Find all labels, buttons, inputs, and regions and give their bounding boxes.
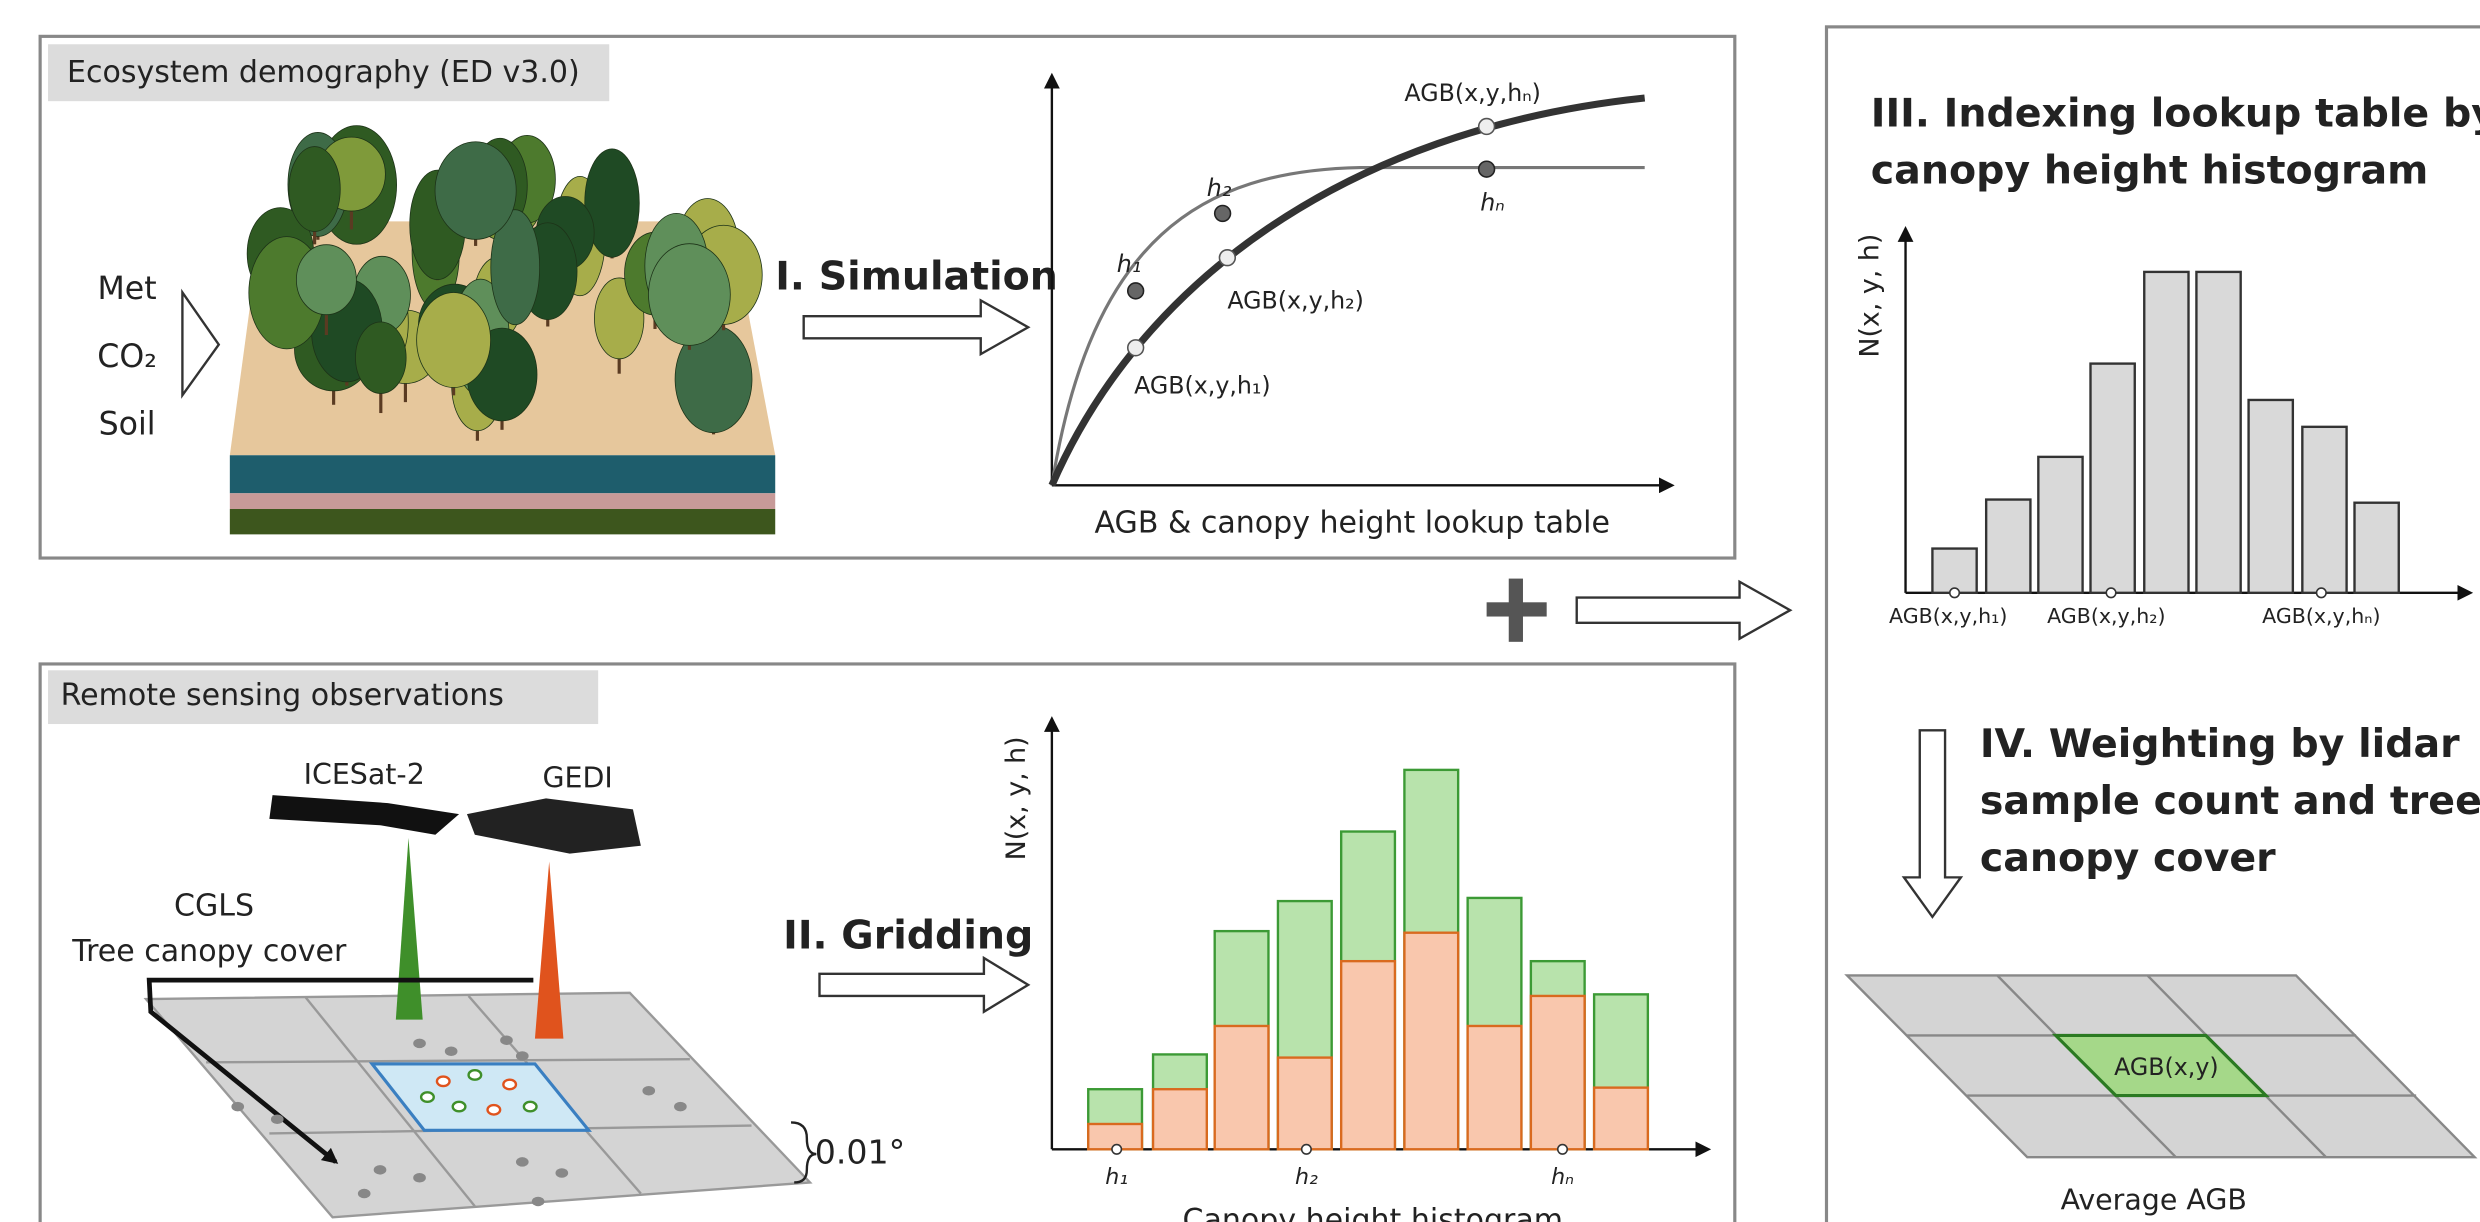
tree-crown <box>648 244 730 346</box>
sample-dot <box>674 1102 687 1111</box>
bar <box>2090 364 2134 593</box>
tick-dot <box>2317 588 2326 597</box>
tick-label: AGB(x,y,h₁) <box>1889 604 2007 628</box>
axis-label: N(x, y, h) <box>1855 234 1886 358</box>
panel-label: Remote sensing observations <box>61 678 504 713</box>
bar <box>2038 457 2082 593</box>
sample-dot <box>421 1092 434 1101</box>
tick-label: h₂ <box>1295 1164 1318 1190</box>
tick-dot <box>1558 1145 1567 1154</box>
caption: Average AGB <box>2061 1183 2247 1216</box>
bar-part <box>1404 933 1458 1150</box>
soil-layer <box>230 455 775 493</box>
bar <box>2355 503 2399 593</box>
step-label: II. Gridding <box>783 913 1033 959</box>
sample-dot <box>413 1173 426 1182</box>
curve-label: h₁ <box>1117 250 1142 278</box>
resolution-label: 0.01° <box>815 1133 906 1172</box>
curve-label: AGB(x,y,h₂) <box>1227 286 1364 314</box>
sample-dot <box>231 1102 244 1111</box>
caption: AGB & canopy height lookup table <box>1095 506 1610 541</box>
bar-part <box>1153 1089 1207 1149</box>
bar-part <box>1594 1088 1648 1150</box>
curve-point <box>1215 206 1231 222</box>
sample-dot <box>358 1189 371 1198</box>
tree-crown <box>417 293 491 388</box>
tick-dot <box>2106 588 2115 597</box>
source-label: CGLS <box>174 888 254 923</box>
caption: Canopy height histogram <box>1183 1203 1563 1222</box>
curve-label: AGB(x,y,hₙ) <box>1404 79 1541 107</box>
sample-dot <box>642 1086 655 1095</box>
soil-layer <box>230 493 775 509</box>
bar <box>2144 272 2188 593</box>
sample-dot <box>500 1035 513 1044</box>
sample-dot <box>516 1157 529 1166</box>
step-title: canopy cover <box>1980 835 2276 881</box>
bar <box>2249 400 2293 593</box>
tree-crown <box>435 142 516 240</box>
bar <box>1932 549 1976 593</box>
tick-dot <box>1950 588 1959 597</box>
cell-label: AGB(x,y) <box>2114 1053 2219 1081</box>
step-title: canopy height histogram <box>1871 147 2429 193</box>
tick-label: h₁ <box>1105 1164 1128 1190</box>
input-label: Soil <box>99 407 156 443</box>
sample-dot <box>453 1102 466 1111</box>
tree-crown <box>289 147 340 232</box>
sample-dot <box>374 1165 387 1174</box>
panel-label: Ecosystem demography (ED v3.0) <box>67 55 580 90</box>
curve-point <box>1479 119 1495 135</box>
step-label: I. Simulation <box>775 253 1058 299</box>
figure: Ecosystem demography (ED v3.0) Met CO₂ S… <box>0 0 2480 1222</box>
sample-dot <box>469 1070 482 1079</box>
curve-point <box>1479 161 1495 177</box>
bar-part <box>1468 1026 1522 1149</box>
tick-label: AGB(x,y,h₂) <box>2047 604 2165 628</box>
source-label: Tree canopy cover <box>71 934 347 969</box>
axis-label: N(x, y, h) <box>1001 736 1032 860</box>
curve-point <box>1219 250 1235 266</box>
bar-part <box>1531 996 1585 1149</box>
bar <box>2302 427 2346 593</box>
step-title: sample count and tree <box>1980 778 2480 824</box>
step-title: IV. Weighting by lidar <box>1980 721 2460 767</box>
bar-part <box>1278 1058 1332 1150</box>
sample-dot <box>524 1102 537 1111</box>
input-label: Met <box>98 271 157 307</box>
plus-sign <box>1509 579 1523 642</box>
soil-layer <box>230 509 775 534</box>
bar-part <box>1341 961 1395 1149</box>
bar-part <box>1215 1026 1269 1149</box>
curve-point <box>1128 283 1144 299</box>
bar <box>2196 272 2240 593</box>
step-title: III. Indexing lookup table by <box>1871 90 2480 136</box>
tick-dot <box>1112 1145 1121 1154</box>
sample-dot <box>516 1051 529 1060</box>
tree-crown <box>355 322 406 393</box>
sample-dot <box>503 1080 516 1089</box>
input-label: CO₂ <box>97 339 157 375</box>
bar <box>1986 500 2030 593</box>
curve-label: AGB(x,y,h₁) <box>1134 372 1271 400</box>
sample-dot <box>555 1168 568 1177</box>
curve-label: hₙ <box>1480 188 1504 216</box>
sample-dot <box>488 1105 501 1114</box>
sample-dot <box>271 1115 284 1124</box>
tick-label: AGB(x,y,hₙ) <box>2262 604 2380 628</box>
sample-dot <box>532 1197 545 1206</box>
sample-dot <box>437 1077 450 1086</box>
tick-dot <box>1302 1145 1311 1154</box>
sample-dot <box>445 1047 458 1056</box>
tick-label: hₙ <box>1551 1164 1574 1190</box>
sample-dot <box>413 1039 426 1048</box>
curve-label: h₂ <box>1207 174 1232 202</box>
tree-crown <box>296 245 356 315</box>
satellite-label: ICESat-2 <box>304 758 425 791</box>
satellite-label: GEDI <box>542 761 612 794</box>
curve-point <box>1128 340 1144 356</box>
